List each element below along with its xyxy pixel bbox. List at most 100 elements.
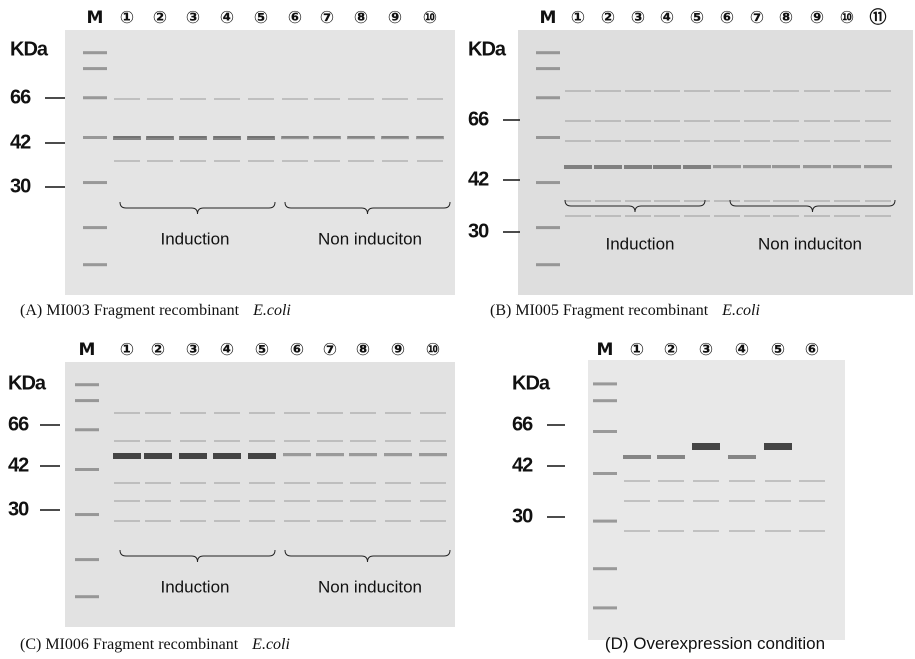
lane-label: ②: [601, 8, 615, 28]
band: [180, 98, 206, 100]
band: [565, 90, 591, 92]
lane-label: ①: [120, 8, 134, 28]
protein-band: [803, 165, 831, 169]
lane-label: ③: [186, 340, 200, 360]
band: [865, 90, 891, 92]
lane-label: ②: [664, 340, 678, 360]
band: [834, 200, 860, 202]
band: [350, 520, 376, 522]
band: [654, 120, 680, 122]
unit-label: KDa: [512, 372, 551, 394]
lane-label: ⑥: [290, 340, 304, 360]
band: [282, 160, 308, 162]
lane-label: ⑨: [391, 340, 405, 360]
band: [804, 90, 830, 92]
band: [350, 500, 376, 502]
band: [382, 160, 408, 162]
unit-label: KDa: [10, 38, 49, 60]
lane-label: ⑦: [320, 8, 334, 28]
band: [804, 200, 830, 202]
protein-band: [146, 136, 174, 140]
lane-label: ⑩: [426, 340, 440, 360]
lane-label: M: [540, 8, 557, 28]
lane-label: ③: [699, 340, 713, 360]
band: [317, 440, 343, 442]
band: [317, 412, 343, 414]
band: [744, 140, 770, 142]
lane-label: ④: [735, 340, 749, 360]
band: [385, 482, 411, 484]
lane-label: ⑦: [750, 8, 764, 28]
caption: (B) MI005 Fragment recombinant E.coli: [490, 302, 760, 319]
band: [773, 120, 799, 122]
lane-label: ⑥: [720, 8, 734, 28]
band: [693, 480, 719, 482]
lane-label: ⑤: [771, 340, 785, 360]
band: [714, 140, 740, 142]
band: [693, 500, 719, 502]
caption-text: (D) Overexpression condition: [605, 634, 825, 653]
lane-label: ①: [630, 340, 644, 360]
lane-label: ⑥: [805, 340, 819, 360]
band: [314, 136, 340, 138]
marker-band: [593, 472, 617, 475]
lane-label: ④: [220, 340, 234, 360]
marker-band: [536, 263, 560, 267]
lane-label: ⑧: [356, 340, 370, 360]
band: [684, 140, 710, 142]
band: [773, 215, 799, 217]
band: [773, 90, 799, 92]
protein-band: [113, 453, 141, 459]
marker-band: [83, 263, 107, 267]
band: [284, 482, 310, 484]
band: [595, 120, 621, 122]
marker-label: 66: [468, 108, 489, 130]
band: [249, 440, 275, 442]
brace: [564, 199, 706, 213]
band: [385, 412, 411, 414]
band: [214, 482, 240, 484]
band: [382, 136, 408, 138]
lane-label: M: [79, 340, 96, 360]
lane-label: M: [87, 8, 104, 28]
protein-band: [764, 443, 792, 450]
marker-band: [536, 96, 560, 100]
band: [214, 500, 240, 502]
lane-label: ⑤: [254, 8, 268, 28]
band: [420, 440, 446, 442]
brace: [119, 201, 276, 215]
lane-label: ④: [660, 8, 674, 28]
protein-band: [213, 453, 241, 459]
band: [385, 520, 411, 522]
marker-band: [593, 567, 617, 571]
band: [765, 500, 791, 502]
band: [625, 200, 651, 202]
band: [624, 530, 650, 532]
band: [834, 120, 860, 122]
band: [145, 482, 171, 484]
band: [348, 160, 374, 162]
caption-text: (A) MI003 Fragment recombinant: [20, 302, 240, 319]
gel-image: [65, 362, 455, 627]
marker-label: 30: [10, 175, 31, 197]
band: [114, 440, 140, 442]
protein-band: [564, 165, 592, 169]
band: [714, 90, 740, 92]
band: [625, 120, 651, 122]
protein-band: [113, 136, 141, 140]
lane-label: ②: [153, 8, 167, 28]
protein-band: [683, 165, 711, 169]
marker-label: 42: [8, 454, 29, 476]
band: [248, 160, 274, 162]
band: [744, 215, 770, 217]
protein-band: [313, 136, 341, 140]
band: [420, 482, 446, 484]
band: [714, 120, 740, 122]
gel-image: [65, 30, 455, 295]
band: [595, 215, 621, 217]
protein-band: [381, 136, 409, 140]
lane-label: ⑩: [423, 8, 437, 28]
group-label: Non induciton: [318, 229, 422, 248]
brace: [284, 201, 451, 215]
